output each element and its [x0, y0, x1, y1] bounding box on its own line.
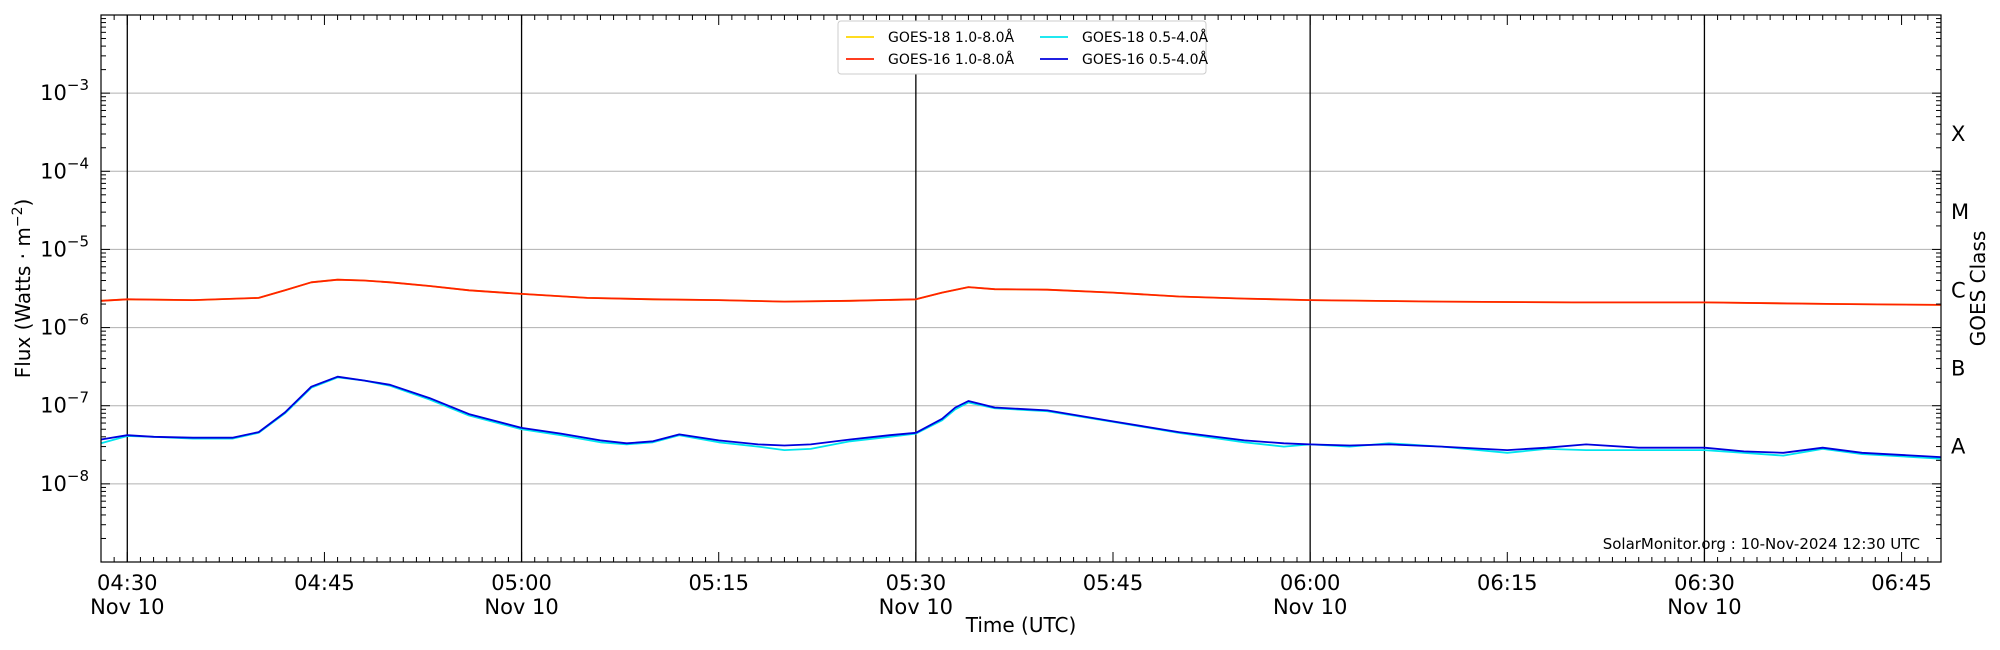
y-axis-label: Flux (Watts · m−2): [10, 199, 35, 379]
plot-frame: [100, 14, 1942, 563]
legend-label: GOES-16 0.5-4.0Å: [1082, 51, 1208, 68]
legend-box: [837, 20, 1207, 75]
x-tick-label: 04:45: [294, 571, 355, 595]
x-tick-date-label: Nov 10: [90, 595, 164, 619]
grid-lines: [101, 92, 1941, 485]
x-tick-label: 06:45: [1871, 571, 1932, 595]
y-tick-label: 10−8: [40, 467, 89, 496]
x-tick-date-label: Nov 10: [1667, 595, 1741, 619]
goes-class-axis-label: GOES Class: [1966, 231, 1990, 347]
goes-class-label: A: [1951, 435, 1966, 459]
x-tick-label: 05:45: [1083, 571, 1144, 595]
x-tick-label: 05:00: [491, 571, 552, 595]
x-tick-label: 04:30: [97, 571, 158, 595]
y-tick-label: 10−7: [40, 389, 89, 418]
goes-class-label: M: [1951, 200, 1969, 224]
legend-label: GOES-18 1.0-8.0Å: [888, 29, 1014, 46]
goes-class-label: C: [1951, 278, 1966, 302]
legend-label: GOES-18 0.5-4.0Å: [1082, 29, 1208, 46]
x-tick-label: 05:30: [886, 571, 947, 595]
x-tick-label: 06:30: [1674, 571, 1735, 595]
series-line-0: [100, 278, 1942, 306]
legend-label: GOES-16 1.0-8.0Å: [888, 51, 1014, 68]
x-tick-date-label: Nov 10: [1273, 595, 1347, 619]
y-tick-label: 10−4: [40, 154, 89, 183]
series-line-2: [100, 376, 1942, 460]
y-tick-label: 10−5: [40, 232, 89, 261]
axis-ticks: [100, 15, 1942, 563]
x-axis-label: Time (UTC): [965, 613, 1077, 637]
y-tick-label: 10−3: [40, 76, 89, 105]
goes-class-label: B: [1951, 356, 1965, 380]
x-tick-date-label: Nov 10: [879, 595, 953, 619]
y-tick-label: 10−6: [40, 311, 89, 340]
x-tick-label: 05:15: [688, 571, 749, 595]
source-annotation: SolarMonitor.org : 10-Nov-2024 12:30 UTC: [1603, 535, 1920, 553]
series-line-1: [100, 278, 1942, 306]
goes-class-label: X: [1951, 122, 1965, 146]
series-line-3: [100, 375, 1942, 458]
series-lines: [100, 278, 1942, 460]
x-tick-label: 06:00: [1280, 571, 1341, 595]
legend: GOES-18 1.0-8.0Å GOES-18 0.5-4.0Å GOES-16 …: [837, 20, 1208, 75]
x-tick-date-label: Nov 10: [484, 595, 558, 619]
day-boundary-lines: [126, 15, 1706, 562]
x-tick-label: 06:15: [1477, 571, 1538, 595]
